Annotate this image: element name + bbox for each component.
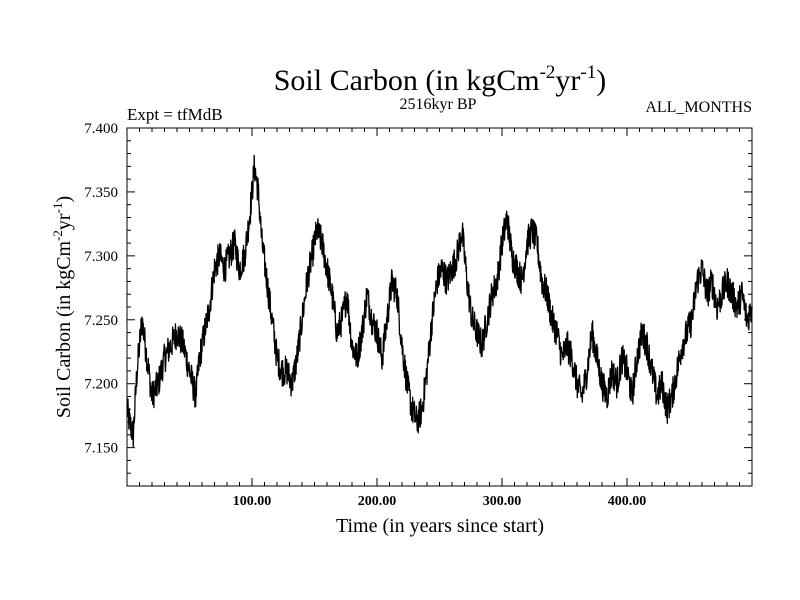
x-tick-label: 300.00 — [483, 494, 522, 509]
y-tick-label: 7.400 — [84, 121, 118, 137]
x-tick-label: 400.00 — [608, 494, 647, 509]
y-tick-label: 7.300 — [84, 249, 118, 265]
y-axis-label-mid: yr — [53, 213, 75, 230]
y-axis-label-sup2: -1 — [50, 203, 65, 214]
x-axis-ticks: 100.00 200.00 300.00 400.00 — [126, 128, 753, 509]
chart-title-mid: yr — [555, 64, 580, 97]
y-tick-label: 7.150 — [84, 441, 118, 457]
y-tick-label: 7.350 — [84, 185, 118, 201]
y-axis-label: Soil Carbon (in kgCm-2yr-1) — [50, 196, 75, 418]
y-tick-label: 7.200 — [84, 377, 118, 393]
y-tick-label: 7.250 — [84, 313, 118, 329]
experiment-label: Expt = tfMdB — [127, 105, 223, 124]
y-axis-ticks: 7.150 7.200 7.250 7.300 7.350 7.400 — [84, 121, 752, 487]
plot-frame — [126, 127, 753, 487]
series-group — [126, 154, 753, 448]
chart-title-main: Soil Carbon (in kgCm — [274, 64, 540, 97]
x-tick-label: 200.00 — [358, 494, 397, 509]
y-axis-label-sup1: -2 — [50, 230, 65, 241]
y-axis-label-main: Soil Carbon (in kgCm — [53, 240, 75, 418]
chart-title: Soil Carbon (in kgCm-2yr-1) — [274, 62, 607, 97]
y-axis-label-end: ) — [53, 196, 75, 203]
chart-title-sup2: -1 — [580, 62, 596, 83]
x-tick-label: 100.00 — [233, 494, 272, 509]
chart-title-end: ) — [596, 64, 606, 97]
months-label: ALL_MONTHS — [645, 99, 752, 116]
series-line — [126, 154, 753, 448]
x-axis-label: Time (in years since start) — [336, 515, 544, 537]
chart-title-sup1: -2 — [540, 62, 556, 83]
subtitle-label: 2516kyr BP — [400, 96, 477, 113]
